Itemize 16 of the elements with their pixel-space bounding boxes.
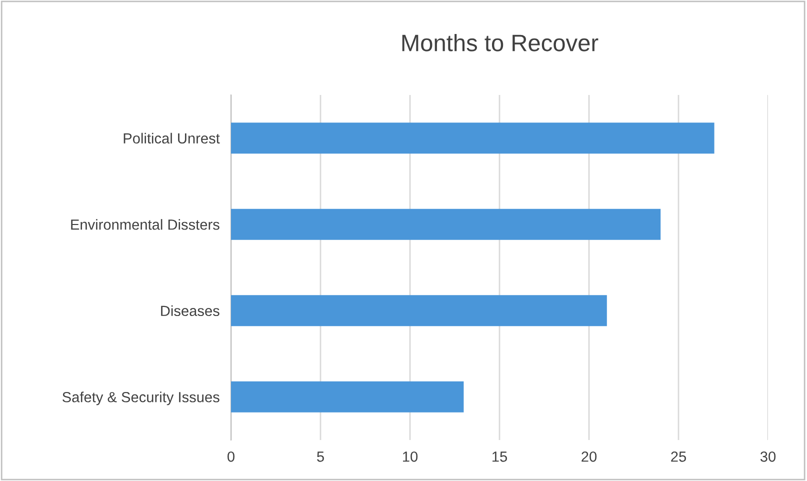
y-tick-label: Environmental Dissters: [71, 219, 220, 230]
bar: [231, 122, 714, 154]
y-tick-label: Political Unrest: [124, 132, 220, 144]
x-tick-label: 15: [492, 452, 507, 462]
x-tick-label: 20: [582, 451, 597, 462]
x-tick-label: 30: [760, 451, 776, 462]
y-tick-label: Safety & Security Issues: [62, 392, 220, 406]
x-tick-label: 10: [403, 451, 418, 462]
chart-title: Months to Recover: [402, 34, 598, 52]
y-tick-label: Diseases: [161, 305, 220, 316]
bar: [231, 295, 607, 326]
x-tick-label: 25: [671, 451, 686, 462]
x-tick-label: 0: [228, 451, 234, 462]
x-tick-label: 5: [317, 452, 324, 462]
bar: [231, 208, 661, 240]
bar: [231, 381, 464, 412]
